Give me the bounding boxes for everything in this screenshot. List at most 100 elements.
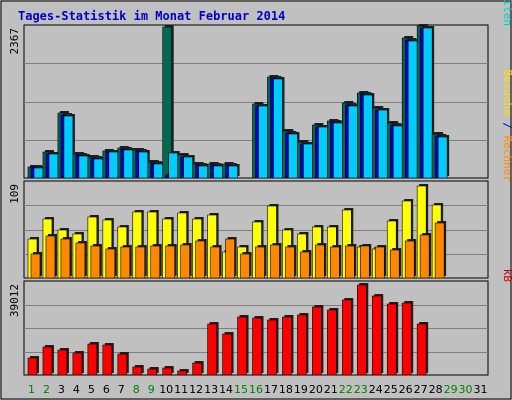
bar-seiten-20 <box>318 126 328 179</box>
bar-seiten-14 <box>228 165 238 179</box>
bar-kb-17 <box>267 319 277 376</box>
x-tick-label-26: 26 <box>399 383 413 396</box>
bar-seiten-18 <box>288 133 298 179</box>
bar-rechner-27 <box>419 234 430 279</box>
x-tick-label-10: 10 <box>159 383 173 396</box>
y-max-label-top: 2367 <box>8 28 21 55</box>
bar-kb-21 <box>327 309 337 376</box>
bar-rechner-3 <box>60 238 71 279</box>
chart-panels: 2367 Anfragen / Dateien / Seiten 109 Besuch… <box>8 0 512 376</box>
bar-kb-26 <box>401 302 412 376</box>
bar-rechner-9 <box>150 245 161 279</box>
bar-kb-27 <box>416 323 427 376</box>
bar-kb-3 <box>57 349 68 376</box>
bar-rechner-10 <box>165 245 176 279</box>
x-tick-label-30: 30 <box>459 383 473 396</box>
bar-kb-12 <box>192 362 202 376</box>
bar-seiten-1 <box>33 167 44 179</box>
bar-rechner-15 <box>240 253 250 279</box>
bar-seiten-21 <box>333 122 343 179</box>
bar-seiten-25 <box>392 125 403 179</box>
x-tick-label-22: 22 <box>339 383 353 396</box>
bar-rechner-17 <box>270 244 280 279</box>
bar-seiten-28 <box>437 136 448 179</box>
bar-kb-24 <box>371 295 382 376</box>
x-tick-label-13: 13 <box>204 383 218 396</box>
bar-rechner-7 <box>120 246 131 279</box>
x-tick-label-4: 4 <box>73 383 80 396</box>
bar-kb-8 <box>132 366 143 376</box>
bar-seiten-12 <box>198 165 208 179</box>
bar-kb-22 <box>342 299 352 376</box>
bar-rechner-5 <box>90 245 101 279</box>
panel-top: 2367 Anfragen / Dateien / Seiten <box>8 0 512 179</box>
legend-label: Besuche <box>501 69 512 115</box>
x-tick-label-28: 28 <box>429 383 443 396</box>
y-max-label-bot: 39012 <box>8 284 21 317</box>
x-tick-label-31: 31 <box>474 383 488 396</box>
bar-seiten-23 <box>362 94 373 179</box>
bar-kb-9 <box>147 368 158 376</box>
bar-kb-23 <box>356 284 367 376</box>
bar-kb-18 <box>282 316 292 376</box>
x-tick-label-20: 20 <box>309 383 323 396</box>
x-tick-label-9: 9 <box>148 383 155 396</box>
bar-rechner-22 <box>345 245 355 279</box>
bar-kb-7 <box>117 353 128 376</box>
bar-seiten-24 <box>377 109 388 179</box>
bar-rechner-25 <box>389 249 400 279</box>
bar-rechner-18 <box>285 246 295 279</box>
bar-seiten-5 <box>93 158 104 179</box>
legend-bot: kB <box>501 269 512 283</box>
x-tick-label-27: 27 <box>414 383 428 396</box>
legend-mid: Besuche / Rechner <box>501 69 512 182</box>
x-tick-label-6: 6 <box>103 383 110 396</box>
bar-rechner-4 <box>75 242 86 279</box>
bar-rechner-11 <box>180 244 190 279</box>
bar-seiten-19 <box>303 143 313 179</box>
bar-seiten-11 <box>183 156 193 179</box>
bar-kb-19 <box>297 314 307 376</box>
bar-seiten-6 <box>108 151 119 179</box>
bar-kb-2 <box>42 346 53 376</box>
bar-seiten-10 <box>168 152 179 179</box>
bar-seiten-27 <box>422 27 433 179</box>
bar-rechner-20 <box>315 244 325 279</box>
x-tick-label-25: 25 <box>384 383 398 396</box>
bar-rechner-24 <box>374 246 385 279</box>
bar-rechner-23 <box>359 245 370 279</box>
x-tick-label-14: 14 <box>219 383 233 396</box>
bar-kb-25 <box>386 303 397 376</box>
bar-rechner-16 <box>255 246 265 279</box>
bar-seiten-9 <box>153 163 164 179</box>
bar-kb-10 <box>162 367 173 376</box>
x-tick-label-15: 15 <box>234 383 248 396</box>
bar-rechner-12 <box>195 240 205 279</box>
legend-top: Anfragen / Dateien / Seiten <box>501 0 512 26</box>
bar-seiten-3 <box>63 115 74 179</box>
x-axis-day-labels: 1 2 3 4 5 6 7 8 9 10 11 12 13 14 15 16 17 18 19 20 21 22 23 24 2… <box>28 383 488 396</box>
x-tick-label-29: 29 <box>444 383 458 396</box>
bar-kb-14 <box>222 333 232 376</box>
bar-rechner-28 <box>434 222 445 279</box>
x-tick-label-17: 17 <box>264 383 278 396</box>
legend-label: Rechner <box>501 136 512 183</box>
bar-seiten-2 <box>48 153 59 179</box>
bar-rechner-2 <box>45 235 56 279</box>
bar-rechner-1 <box>30 253 41 279</box>
x-tick-label-23: 23 <box>354 383 368 396</box>
bar-kb-5 <box>87 343 98 376</box>
x-tick-label-18: 18 <box>279 383 293 396</box>
x-tick-label-3: 3 <box>58 383 65 396</box>
bar-seiten-26 <box>407 40 418 179</box>
bar-rechner-21 <box>330 246 340 279</box>
bar-rechner-19 <box>300 251 310 279</box>
bar-seiten-7 <box>123 149 134 179</box>
x-tick-label-7: 7 <box>118 383 125 396</box>
x-tick-label-24: 24 <box>369 383 383 396</box>
bar-seiten-8 <box>138 151 149 179</box>
x-tick-label-19: 19 <box>294 383 308 396</box>
x-tick-label-5: 5 <box>88 383 95 396</box>
